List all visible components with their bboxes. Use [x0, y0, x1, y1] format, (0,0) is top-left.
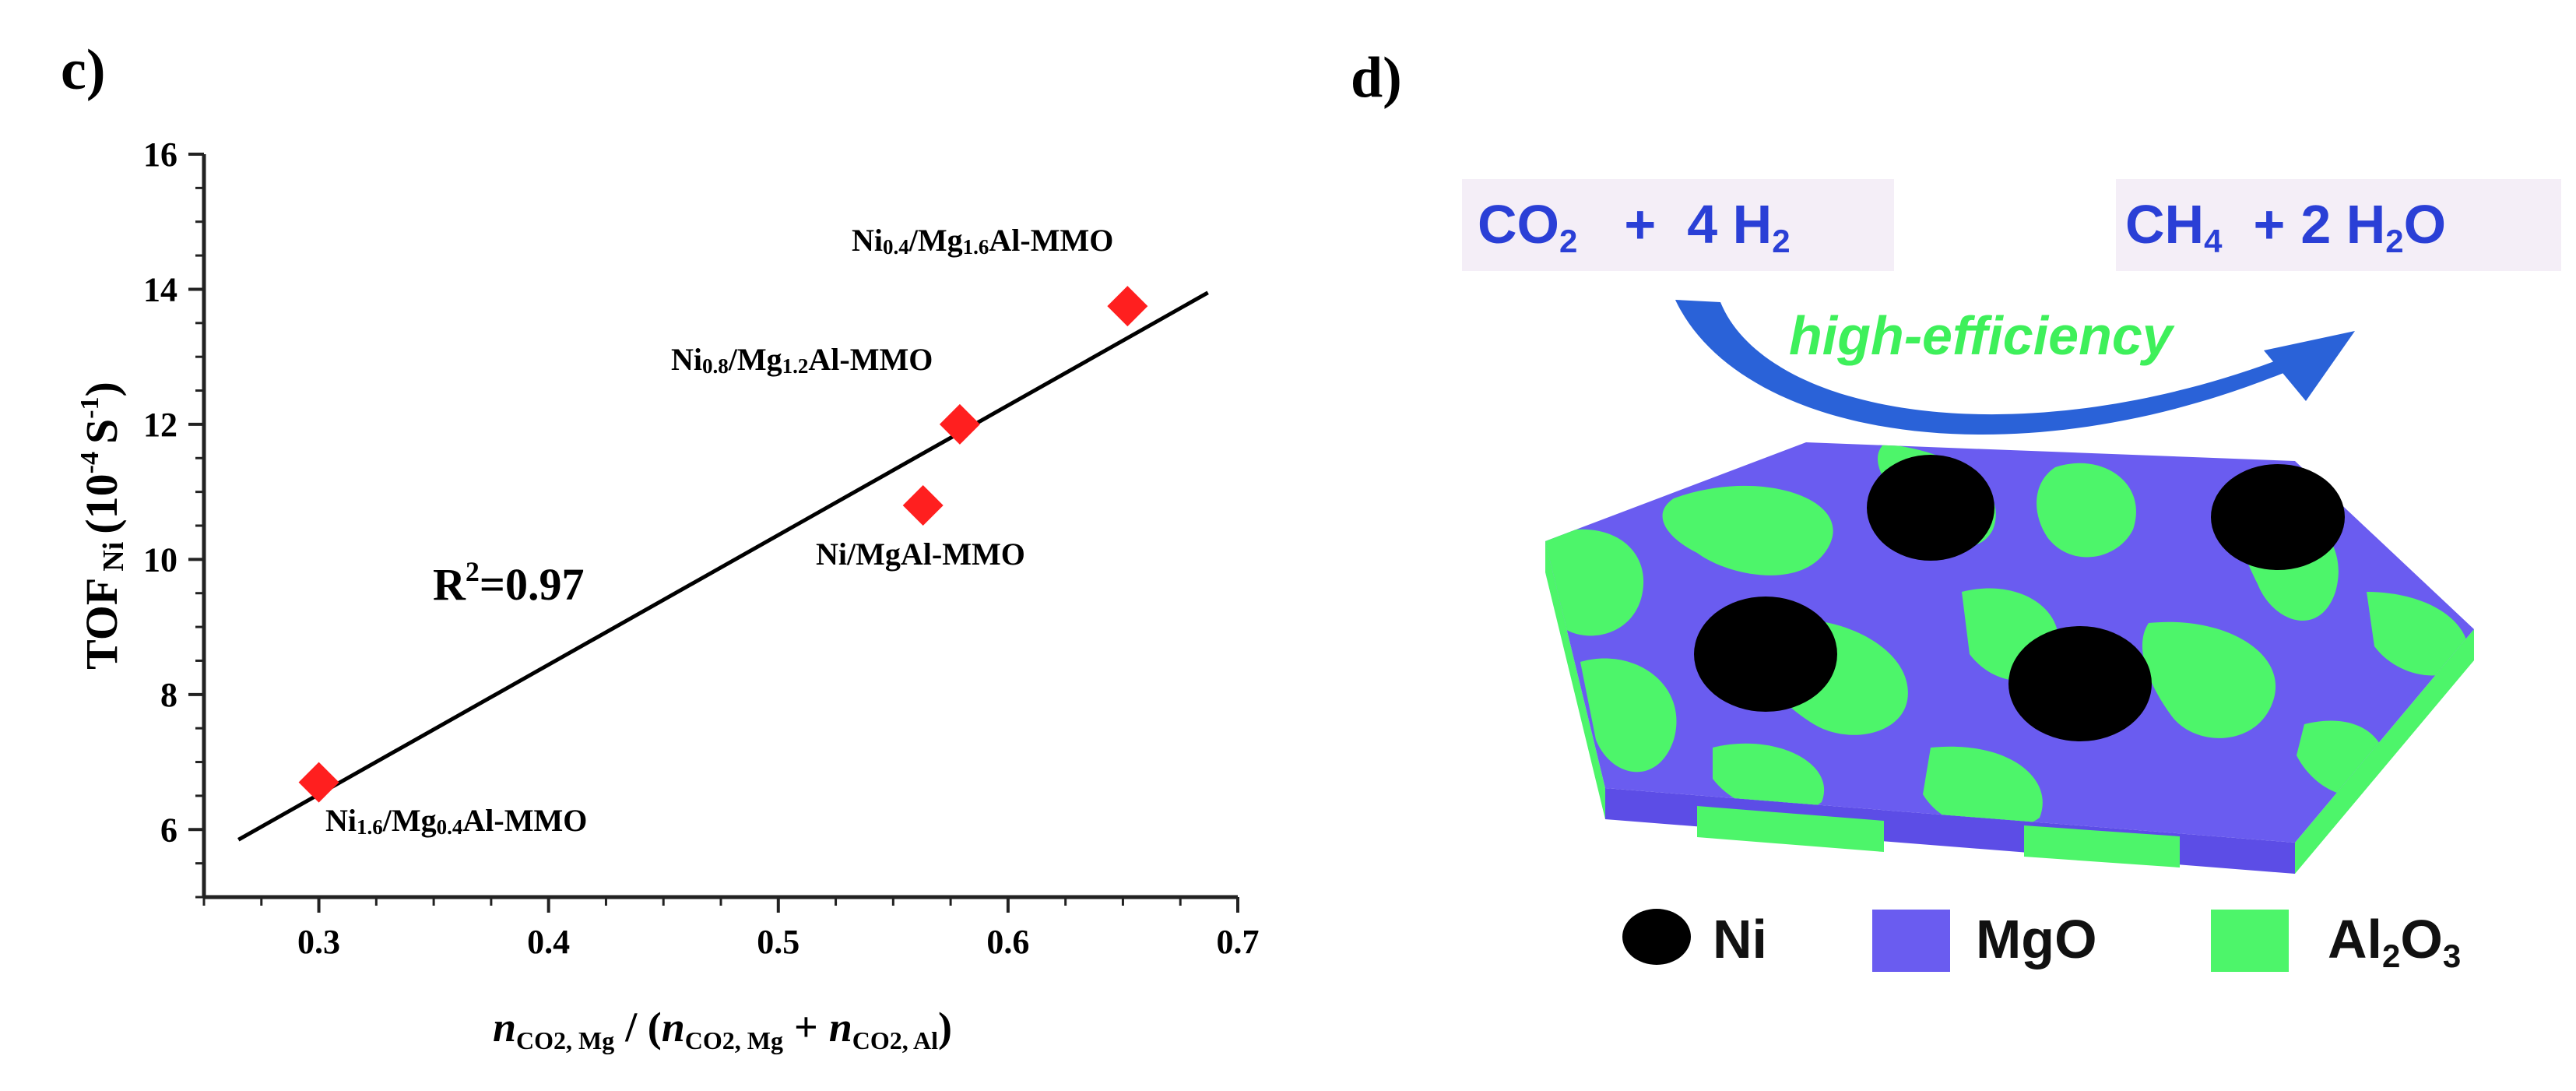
legend-al2o3-swatch [2211, 910, 2289, 972]
data-markers [298, 286, 1148, 803]
al2o3-patch [1713, 743, 1825, 814]
al2o3-patch [2037, 463, 2136, 558]
r2-annotation: R2=0.97 [433, 556, 584, 610]
x-tick-label: 0.3 [297, 923, 340, 961]
al2o3-patch [1923, 746, 2043, 831]
data-point [939, 403, 980, 445]
arrow-label: high-efficiency [1789, 305, 2175, 366]
legend-mgo-label: MgO [1976, 909, 2097, 970]
al2o3-patch [1545, 529, 1644, 636]
ni-particle [2211, 464, 2345, 570]
reaction-arrowhead [2264, 331, 2355, 401]
fit-line [237, 290, 1209, 842]
x-tick-label: 0.7 [1217, 923, 1260, 961]
al2o3-patch [1962, 588, 2058, 681]
x-tick-label: 0.4 [527, 923, 570, 961]
legend-mgo-swatch [1872, 910, 1950, 972]
slab-left-edge [1545, 541, 1605, 819]
al2o3-patch [1752, 618, 1908, 735]
x-axis-label: nCO2, Mg / (nCO2, Mg + nCO2, Al) [493, 1004, 952, 1054]
point-label-3: Ni0.8/Mg1.2Al-MMO [671, 342, 933, 378]
mgo-top-surface [1545, 442, 2474, 843]
y-tick-label: 8 [160, 676, 177, 714]
panel-c-label: c) [61, 38, 106, 102]
y-tick-label: 14 [143, 270, 177, 308]
reactant-equation: CO2 +4 H2 [1478, 194, 1791, 259]
data-point [298, 762, 339, 803]
legend-al2o3-label: Al2O3 [2328, 909, 2461, 974]
point-label-4: Ni0.4/Mg1.6Al-MMO [852, 223, 1113, 259]
x-tick-label: 0.5 [757, 923, 800, 961]
panel-d-label: d) [1351, 46, 1402, 110]
reactant-bar [1462, 179, 1894, 271]
y-tick-label: 6 [160, 811, 177, 849]
product-equation: CH4 +2 H2O [2125, 194, 2446, 259]
al2o3-patch [2142, 621, 2276, 738]
slab-front-accent [1697, 806, 1884, 852]
x-tick-label: 0.6 [986, 923, 1029, 961]
al2o3-patch [2367, 592, 2469, 676]
scatter-chart: 0.3 0.4 0.5 0.6 0.7 6 8 10 12 14 16 Ni1.6/Mg0.4Al-… [76, 135, 1260, 1054]
product-bar [2116, 179, 2561, 271]
al2o3-patches [1545, 444, 2469, 831]
y-axis-label: TOFNi(10-4S-1) [76, 382, 130, 670]
y-tick-label: 12 [143, 406, 177, 444]
slab-front-face [1605, 788, 2295, 874]
slab-right-face [2295, 629, 2474, 874]
ni-particle [2008, 626, 2152, 741]
data-point [902, 484, 944, 526]
data-point [1107, 286, 1148, 327]
al2o3-patch [2297, 720, 2387, 797]
al2o3-patch [1877, 444, 1996, 547]
legend: Ni MgO Al2O3 [1622, 909, 2461, 974]
al2o3-patch [1662, 485, 1833, 575]
point-label-2: Ni/MgAl-MMO [816, 537, 1025, 572]
y-tick-label: 10 [143, 540, 177, 579]
plot-frame [202, 154, 1238, 899]
al2o3-patch [1580, 658, 1677, 772]
al2o3-patch [2235, 498, 2339, 621]
ni-particle [1867, 455, 1994, 561]
legend-ni-swatch [1622, 909, 1691, 965]
legend-ni-label: Ni [1713, 909, 1767, 970]
ni-particle [1694, 597, 1837, 712]
point-label-1: Ni1.6/Mg0.4Al-MMO [325, 803, 587, 839]
reaction-arrow-body [1675, 300, 2300, 435]
y-tick-label: 16 [143, 135, 177, 174]
slab-front-accent [2024, 825, 2180, 868]
ni-particles [1694, 455, 2345, 741]
axis-ticks: 0.3 0.4 0.5 0.6 0.7 6 8 10 12 14 16 [143, 135, 1260, 961]
